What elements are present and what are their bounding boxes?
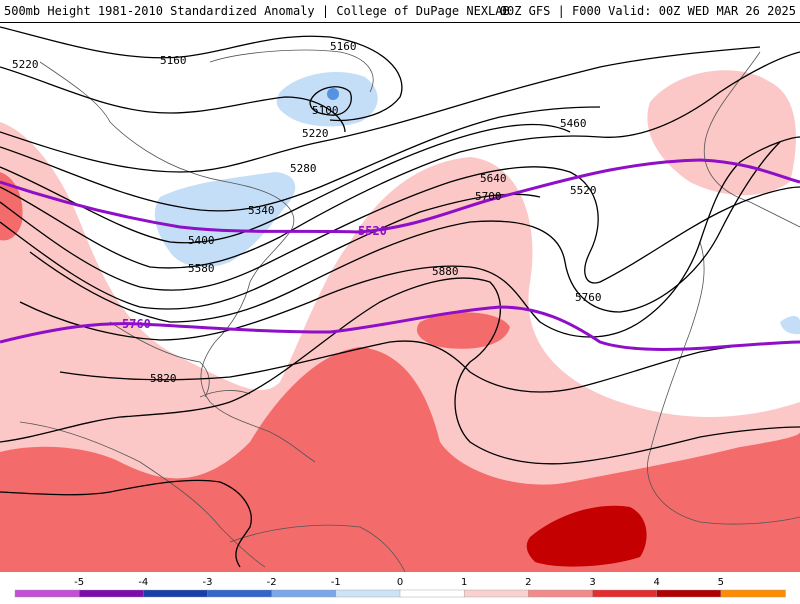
coastline-europe <box>703 51 800 228</box>
coastline-cuba <box>199 390 251 398</box>
title-bar: 500mb Height 1981-2010 Standardized Anom… <box>0 0 800 23</box>
contour-5160 <box>0 26 403 122</box>
contour-label: 5220 <box>302 127 329 140</box>
product-title: 500mb Height 1981-2010 Standardized Anom… <box>4 4 510 18</box>
contour-5280 <box>0 46 761 173</box>
colorbar-tick-label: -1 <box>331 577 341 588</box>
colorbar-tick-label: -3 <box>203 577 213 588</box>
coastline-north-america <box>39 61 316 463</box>
strong-anomaly-atlantic <box>526 505 647 567</box>
thick-contour-5760 <box>0 305 800 351</box>
contour-5400 <box>0 123 571 244</box>
contour-label: 5580 <box>188 262 215 275</box>
coastline-africa <box>647 241 800 525</box>
colorbar-swatches <box>14 589 786 598</box>
thick-contour-5520 <box>0 158 800 234</box>
contour-5640 <box>29 141 781 323</box>
contour-label: 5160 <box>330 40 357 53</box>
contour-label: 5280 <box>290 162 317 175</box>
colorbar-tick-label: -5 <box>74 577 84 588</box>
colorbar-tick-label: 0 <box>397 577 403 588</box>
colorbar-swatch <box>463 589 530 598</box>
colorbar-swatch <box>335 589 401 598</box>
colorbar-swatch <box>592 589 658 598</box>
coastline-central-america <box>19 421 266 568</box>
contour-label-layer: 5220 5160 5160 5100 5220 5280 5340 5400 … <box>12 40 602 385</box>
positive-anomaly-mid-atlantic <box>416 312 510 349</box>
contour-label: 5520 <box>570 184 597 197</box>
colorbar-tick-label: 4 <box>653 577 659 588</box>
contour-5820 <box>59 340 800 393</box>
contour-label: 5340 <box>248 204 275 217</box>
contour-5580 <box>0 193 541 310</box>
contour-5520 <box>0 166 800 291</box>
thick-contour-label: 5520 <box>358 224 387 238</box>
coastlines <box>19 49 800 572</box>
positive-anomaly-ne-atlantic <box>647 70 796 196</box>
colorbar-swatch <box>271 589 337 598</box>
thick-contour-label: 5760 <box>122 317 151 331</box>
colorbar-swatch <box>78 589 145 598</box>
colorbar-tick-label: 5 <box>718 577 724 588</box>
contour-label: 5160 <box>160 54 187 67</box>
colorbar-tick-labels: -5 -4 -3 -2 -1 0 1 2 3 4 5 <box>74 577 724 588</box>
colorbar-tick-label: 3 <box>589 577 595 588</box>
contour-5700 <box>19 136 800 341</box>
contour-5100-ring <box>309 86 352 116</box>
negative-anomaly-core <box>327 88 339 100</box>
contour-label: 5100 <box>312 104 339 117</box>
contour-5220 <box>0 66 346 133</box>
colorbar-swatch <box>399 589 465 598</box>
reference-contours <box>0 158 800 351</box>
anomaly-colorbar: -5 -4 -3 -2 -1 0 1 2 3 4 5 <box>0 572 800 600</box>
map-panel[interactable]: 5220 5160 5160 5100 5220 5280 5340 5400 … <box>0 22 800 572</box>
colorbar-swatch <box>656 589 722 598</box>
colorbar-tick-label: 1 <box>461 577 467 588</box>
contour-5340 <box>0 106 601 212</box>
colorbar-tick-label: 2 <box>525 577 531 588</box>
negative-anomaly-greenland <box>276 72 378 127</box>
coastline-gulf <box>109 321 210 398</box>
negative-anomaly-great-lakes <box>154 172 296 268</box>
coastline-greenland <box>209 49 374 93</box>
contour-5880-south <box>0 479 252 568</box>
contour-5460 <box>0 51 800 269</box>
contour-label: 5820 <box>150 372 177 385</box>
negative-anomaly-iberia <box>780 316 800 335</box>
contour-label: 5220 <box>12 58 39 71</box>
coastline-south-america <box>229 524 406 572</box>
colorbar-swatch <box>720 589 786 598</box>
colorbar-tick-label: -4 <box>138 577 148 588</box>
contour-label: 5400 <box>188 234 215 247</box>
moderate-anomaly-west <box>0 172 23 241</box>
contour-label: 5880 <box>432 265 459 278</box>
contour-label: 5760 <box>575 291 602 304</box>
contour-label: 5460 <box>560 117 587 130</box>
colorbar-tick-label: -2 <box>267 577 277 588</box>
height-contours <box>0 26 800 568</box>
contour-label: 5640 <box>480 172 507 185</box>
colorbar-swatch <box>143 589 209 598</box>
colorbar-swatch <box>207 589 273 598</box>
valid-time-title: 00Z GFS | F000 Valid: 00Z WED MAR 26 202… <box>499 4 796 18</box>
thick-contour-labels: 5520 5760 <box>122 224 387 331</box>
colorbar-swatch <box>14 589 80 598</box>
colorbar-swatch <box>528 589 594 598</box>
contour-label: 5700 <box>475 190 502 203</box>
